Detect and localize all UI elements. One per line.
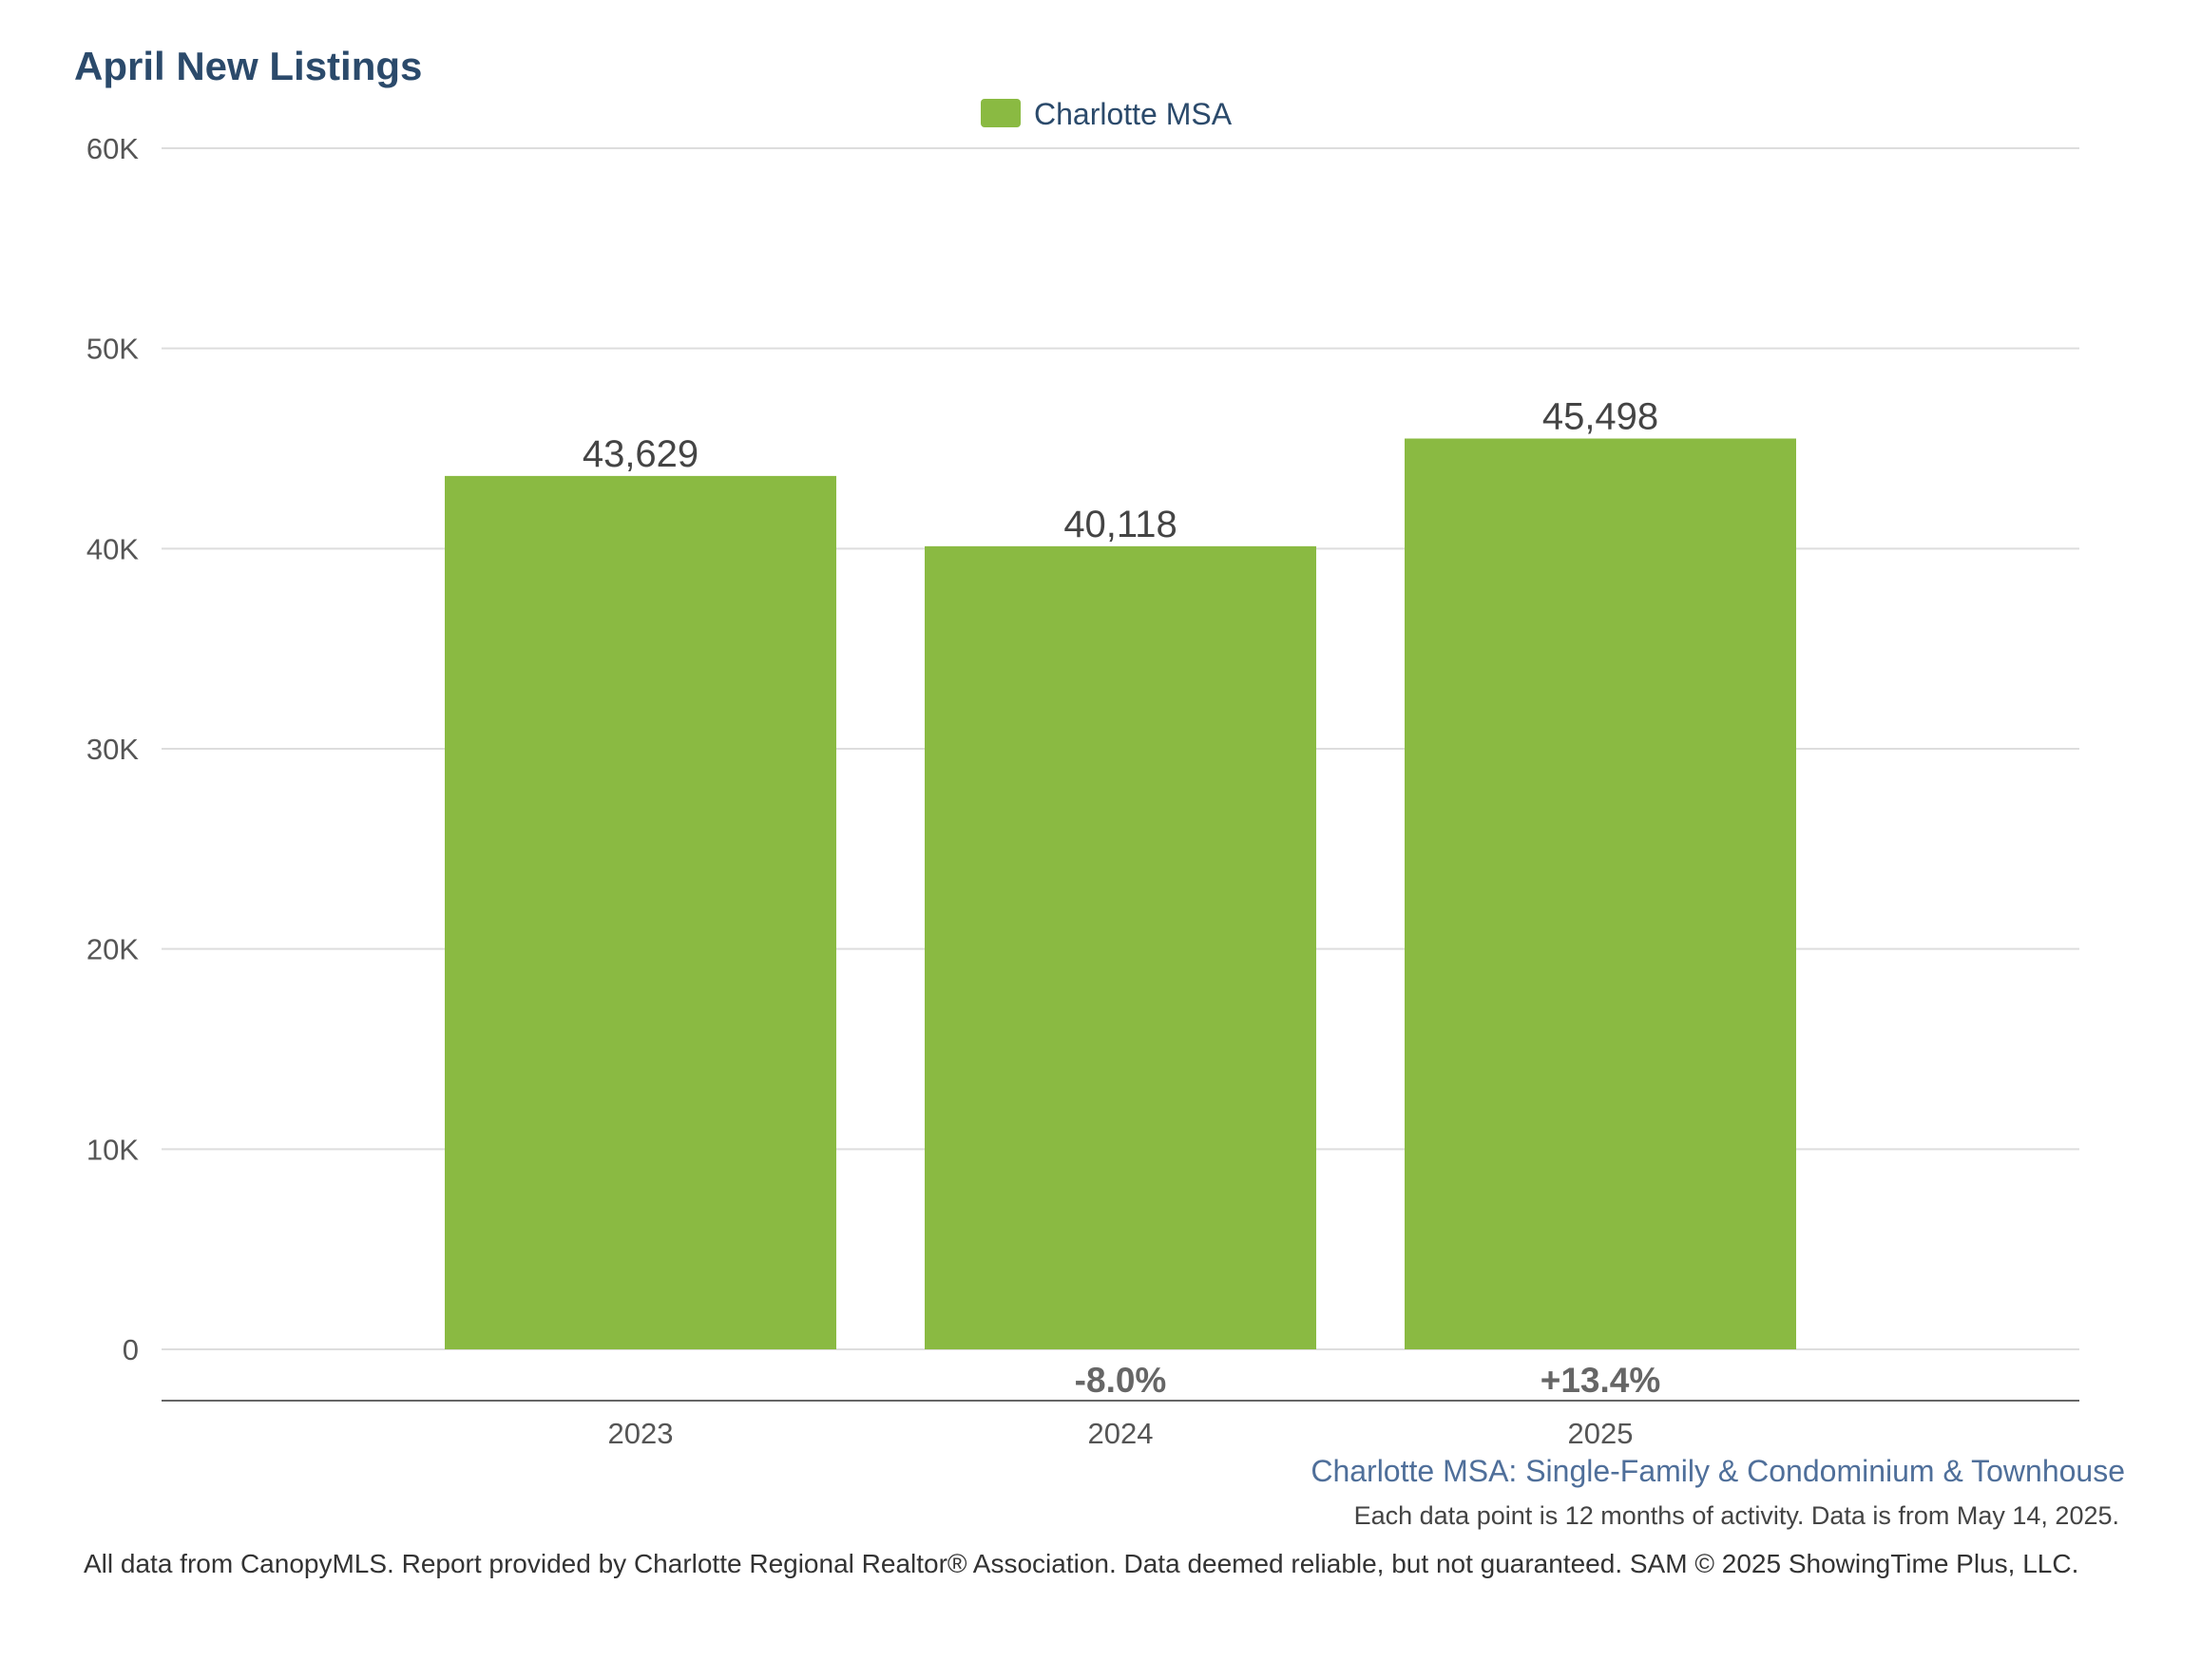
footer-text: All data from CanopyMLS. Report provided… [84, 1549, 2078, 1578]
y-tick-label: 50K [86, 333, 139, 366]
legend-label: Charlotte MSA [1034, 97, 1233, 131]
x-tick-label: 2023 [608, 1417, 674, 1450]
bar [925, 545, 1316, 1349]
x-tick-label: 2025 [1568, 1417, 1634, 1450]
change-label: -8.0% [1075, 1361, 1167, 1400]
change-label: +13.4% [1541, 1361, 1661, 1400]
legend: Charlotte MSA [981, 97, 1233, 131]
chart-subtitle: Charlotte MSA: Single-Family & Condomini… [1311, 1454, 2125, 1488]
bar-value-label: 45,498 [1542, 396, 1658, 438]
y-tick-label: 0 [123, 1333, 139, 1366]
x-tick-label: 2024 [1088, 1417, 1154, 1450]
y-tick-label: 40K [86, 532, 139, 565]
y-tick-label: 20K [86, 933, 139, 966]
value-labels: 43,629 40,118 45,498 [583, 396, 1658, 545]
legend-swatch [981, 99, 1021, 127]
change-labels: -8.0% +13.4% [1075, 1361, 1661, 1400]
bars [445, 438, 1796, 1349]
y-tick-label: 10K [86, 1133, 139, 1166]
bar [445, 475, 836, 1349]
data-note: Each data point is 12 months of activity… [1354, 1501, 2119, 1530]
bar-value-label: 40,118 [1063, 504, 1177, 545]
x-axis-ticks: 2023 2024 2025 [608, 1417, 1634, 1450]
y-tick-label: 30K [86, 733, 139, 766]
chart-title: April New Listings [74, 44, 422, 88]
bar [1405, 438, 1796, 1349]
y-axis-ticks: 0 10K 20K 30K 40K 50K 60K [86, 132, 139, 1366]
bar-value-label: 43,629 [583, 433, 699, 475]
y-tick-label: 60K [86, 132, 139, 165]
